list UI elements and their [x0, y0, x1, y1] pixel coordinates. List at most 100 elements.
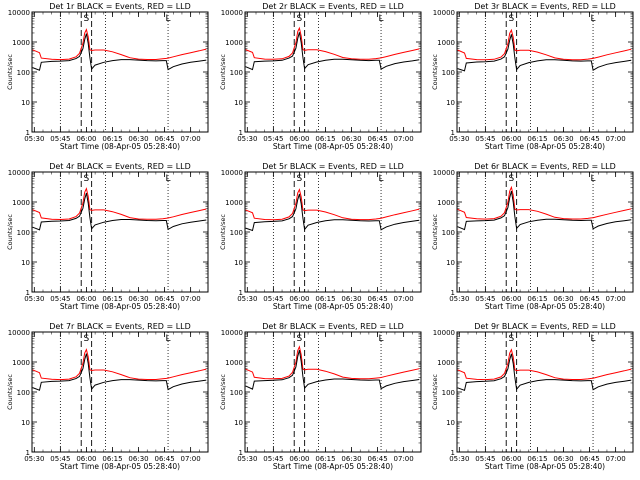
y-axis-label: Counts/sec — [431, 374, 439, 410]
marker-s: S — [84, 14, 90, 24]
x-tick-label: 06:45 — [154, 135, 174, 143]
marker-l: L — [166, 174, 171, 184]
x-tick-label: 06:00 — [76, 295, 96, 303]
chart-title: Det 6r BLACK = Events, RED = LLD — [474, 162, 616, 171]
y-tick-label: 1 — [26, 129, 30, 137]
series-line-events — [245, 193, 420, 232]
x-tick-label: 06:00 — [76, 455, 96, 463]
y-tick-label: 10000 — [8, 9, 30, 17]
x-tick-label: 05:45 — [475, 135, 495, 143]
y-tick-label: 1000 — [12, 39, 30, 47]
x-tick-label: 06:45 — [579, 295, 599, 303]
x-tick-label: 05:45 — [50, 295, 70, 303]
y-axis-label: Counts/sec — [431, 54, 439, 90]
plot-frame — [31, 11, 209, 133]
x-axis-label: Start Time (08-Apr-05 05:28:40) — [60, 142, 180, 151]
x-tick-label: 05:45 — [263, 455, 283, 463]
marker-s: S — [509, 174, 515, 184]
plot-frame — [456, 11, 634, 133]
x-axis-label: Start Time (08-Apr-05 05:28:40) — [485, 462, 605, 471]
series-line-lld — [245, 345, 420, 380]
marker-l: L — [591, 174, 596, 184]
x-axis-label: Start Time (08-Apr-05 05:28:40) — [273, 462, 393, 471]
plot-frame — [31, 171, 209, 293]
y-tick-label: 1000 — [225, 359, 243, 367]
x-tick-label: 05:30 — [449, 295, 469, 303]
y-tick-label: 1000 — [437, 199, 455, 207]
x-tick-label: 07:00 — [394, 455, 414, 463]
plot-frame — [244, 171, 422, 293]
chart-title: Det 9r BLACK = Events, RED = LLD — [474, 322, 616, 331]
series-line-lld — [457, 348, 632, 381]
y-axis-label: Counts/sec — [219, 374, 227, 410]
x-tick-label: 05:45 — [263, 135, 283, 143]
x-tick-label: 07:00 — [606, 455, 626, 463]
x-tick-label: 06:15 — [315, 455, 335, 463]
x-tick-label: 07:00 — [181, 135, 201, 143]
y-tick-label: 1 — [451, 289, 455, 297]
y-axis-label: Counts/sec — [219, 214, 227, 250]
x-tick-label: 07:00 — [181, 455, 201, 463]
x-tick-label: 05:30 — [24, 455, 44, 463]
marker-l: L — [166, 334, 171, 344]
y-tick-label: 10 — [446, 419, 455, 427]
marker-s: S — [509, 14, 515, 24]
marker-l: L — [379, 14, 384, 24]
x-axis-label: Start Time (08-Apr-05 05:28:40) — [273, 302, 393, 311]
y-tick-label: 10 — [234, 419, 243, 427]
x-tick-label: 06:45 — [154, 455, 174, 463]
y-tick-label: 100 — [230, 229, 243, 237]
series-line-events — [32, 192, 207, 231]
marker-l: L — [591, 334, 596, 344]
y-axis-label: Counts/sec — [6, 214, 14, 250]
y-tick-label: 10000 — [8, 329, 30, 337]
x-tick-label: 05:45 — [263, 295, 283, 303]
series-line-events — [457, 353, 632, 391]
x-tick-label: 06:00 — [289, 295, 309, 303]
chart-title: Det 1r BLACK = Events, RED = LLD — [49, 2, 191, 11]
series-line-lld — [32, 187, 207, 221]
y-tick-label: 10000 — [433, 329, 455, 337]
chart-panel-5: Det 5r BLACK = Events, RED = LLD 1 10 100 10… — [219, 162, 422, 311]
y-tick-label: 10000 — [221, 329, 243, 337]
series-line-events — [32, 33, 207, 71]
x-tick-label: 06:15 — [315, 295, 335, 303]
x-tick-label: 06:45 — [154, 295, 174, 303]
chart-title: Det 2r BLACK = Events, RED = LLD — [262, 2, 404, 11]
x-tick-label: 07:00 — [394, 135, 414, 143]
chart-title: Det 3r BLACK = Events, RED = LLD — [474, 2, 616, 11]
x-tick-label: 06:45 — [579, 455, 599, 463]
x-tick-label: 05:45 — [50, 455, 70, 463]
plot-frame — [244, 331, 422, 453]
y-axis-label: Counts/sec — [431, 214, 439, 250]
x-tick-label: 06:30 — [341, 135, 361, 143]
plot-frame — [456, 331, 634, 453]
x-tick-label: 06:30 — [341, 295, 361, 303]
x-tick-label: 06:45 — [367, 295, 387, 303]
series-line-lld — [32, 348, 207, 381]
x-tick-label: 05:30 — [24, 295, 44, 303]
y-axis-label: Counts/sec — [6, 54, 14, 90]
x-tick-label: 06:00 — [76, 135, 96, 143]
y-tick-label: 1000 — [225, 199, 243, 207]
x-axis-label: Start Time (08-Apr-05 05:28:40) — [273, 142, 393, 151]
x-tick-label: 05:45 — [475, 295, 495, 303]
y-tick-label: 10 — [446, 99, 455, 107]
x-tick-label: 07:00 — [181, 295, 201, 303]
x-tick-label: 06:30 — [128, 135, 148, 143]
y-tick-label: 10 — [21, 419, 30, 427]
x-tick-label: 07:00 — [606, 135, 626, 143]
x-tick-label: 06:30 — [553, 295, 573, 303]
x-axis-label: Start Time (08-Apr-05 05:28:40) — [485, 142, 605, 151]
x-tick-label: 06:15 — [527, 455, 547, 463]
series-line-lld — [457, 185, 632, 220]
x-tick-label: 06:00 — [289, 135, 309, 143]
marker-s: S — [297, 14, 303, 24]
x-tick-label: 06:30 — [341, 455, 361, 463]
y-tick-label: 1 — [26, 449, 30, 457]
chart-panel-4: Det 4r BLACK = Events, RED = LLD 1 10 100 10… — [6, 162, 209, 311]
y-tick-label: 10000 — [433, 9, 455, 17]
chart-panel-2: Det 2r BLACK = Events, RED = LLD 1 10 100 10… — [219, 2, 422, 151]
x-tick-label: 05:45 — [475, 455, 495, 463]
